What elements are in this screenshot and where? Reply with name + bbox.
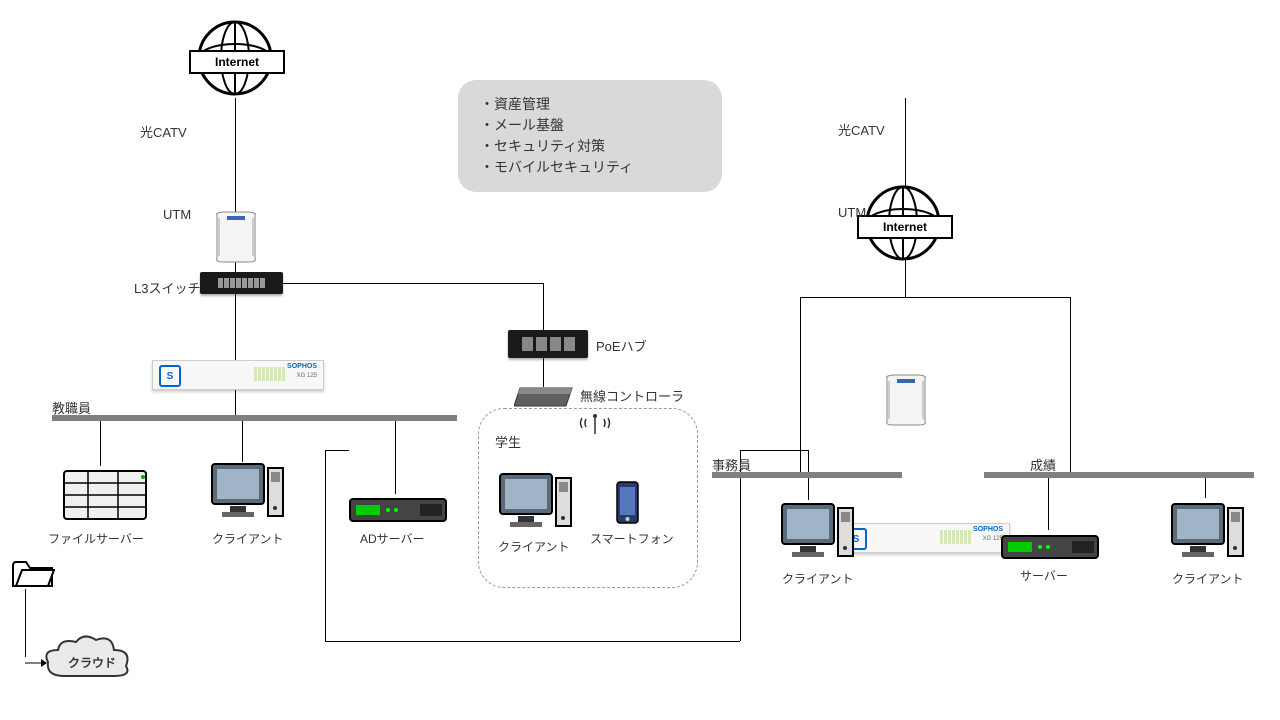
connection-line	[1205, 478, 1206, 498]
info-box: ・資産管理 ・メール基盤 ・セキュリティ対策 ・モバイルセキュリティ	[458, 80, 722, 192]
connection-line	[808, 478, 809, 500]
connection-line	[325, 641, 740, 642]
connection-line	[242, 420, 243, 462]
utm-device-right: S SOPHOS XG 125	[838, 523, 1010, 553]
utm-model: XG 125	[297, 373, 317, 379]
connection-line	[800, 297, 801, 472]
modem-left	[205, 210, 265, 265]
client-student-icon	[498, 470, 573, 535]
connection-line	[740, 450, 808, 451]
connection-line	[100, 420, 101, 466]
client-grades-icon	[1170, 500, 1245, 565]
ad-server-icon	[348, 495, 448, 525]
connection-line	[1070, 297, 1071, 472]
connection-line	[395, 420, 396, 494]
cloud-label: クラウド	[68, 654, 116, 671]
info-line: ・資産管理	[480, 94, 700, 115]
connection-line	[325, 450, 326, 642]
file-server-label: ファイルサーバー	[48, 530, 144, 547]
info-line: ・モバイルセキュリティ	[480, 157, 700, 178]
grades-server-icon	[1000, 532, 1100, 562]
client-staff-label: クライアント	[782, 570, 854, 587]
utm-brand: SOPHOS	[973, 526, 1003, 533]
grades-server-label: サーバー	[1020, 567, 1068, 584]
staff-segment-bar	[712, 472, 902, 478]
l3-switch	[200, 272, 283, 294]
faculty-segment-bar	[52, 415, 457, 421]
internet-globe-right: Internet	[863, 183, 943, 263]
connection-line	[275, 283, 543, 284]
catv-label-right: 光CATV	[838, 120, 885, 139]
wireless-controller-label: 無線コントローラ	[580, 386, 684, 405]
client-faculty-icon	[210, 460, 285, 525]
utm-label-left: UTM	[163, 207, 191, 222]
connection-line	[543, 357, 544, 387]
folder-icon	[10, 556, 55, 591]
student-label: 学生	[495, 432, 521, 451]
connection-line	[235, 98, 236, 228]
network-diagram: ・資産管理 ・メール基盤 ・セキュリティ対策 ・モバイルセキュリティ Inter…	[0, 0, 1280, 720]
poe-hub	[508, 330, 588, 358]
client-staff-icon	[780, 500, 855, 565]
sophos-badge-icon: S	[159, 365, 181, 387]
internet-banner: Internet	[189, 50, 285, 74]
client-grades-label: クライアント	[1172, 570, 1244, 587]
info-line: ・メール基盤	[480, 115, 700, 136]
catv-label-left: 光CATV	[140, 122, 187, 141]
smartphone-label: スマートフォン	[590, 530, 674, 547]
utm-brand: SOPHOS	[287, 363, 317, 370]
poe-hub-label: PoEハブ	[596, 336, 647, 355]
connection-line	[235, 293, 236, 415]
utm-label-right: UTM	[838, 205, 866, 220]
modem-right	[875, 373, 935, 428]
internet-globe-left: Internet	[195, 18, 275, 98]
connection-line	[325, 450, 349, 451]
wifi-icon	[578, 412, 612, 443]
connection-line	[800, 297, 1070, 298]
connection-line	[1048, 478, 1049, 530]
ad-server-label: ADサーバー	[360, 530, 425, 547]
internet-banner: Internet	[857, 215, 953, 239]
connection-line	[740, 450, 741, 641]
info-line: ・セキュリティ対策	[480, 136, 700, 157]
wireless-controller	[514, 386, 574, 408]
utm-device-left: S SOPHOS XG 125	[152, 360, 324, 390]
smartphone-icon	[615, 480, 640, 525]
client-student-label: クライアント	[498, 538, 570, 555]
l3-switch-label: L3スイッチ	[134, 278, 200, 297]
client-faculty-label: クライアント	[212, 530, 284, 547]
grades-segment-bar	[984, 472, 1254, 478]
utm-ports	[940, 530, 971, 544]
file-server-icon	[60, 465, 150, 525]
connection-line	[543, 283, 544, 331]
connection-line	[25, 589, 26, 657]
connection-line	[808, 450, 809, 472]
utm-ports	[254, 367, 285, 381]
